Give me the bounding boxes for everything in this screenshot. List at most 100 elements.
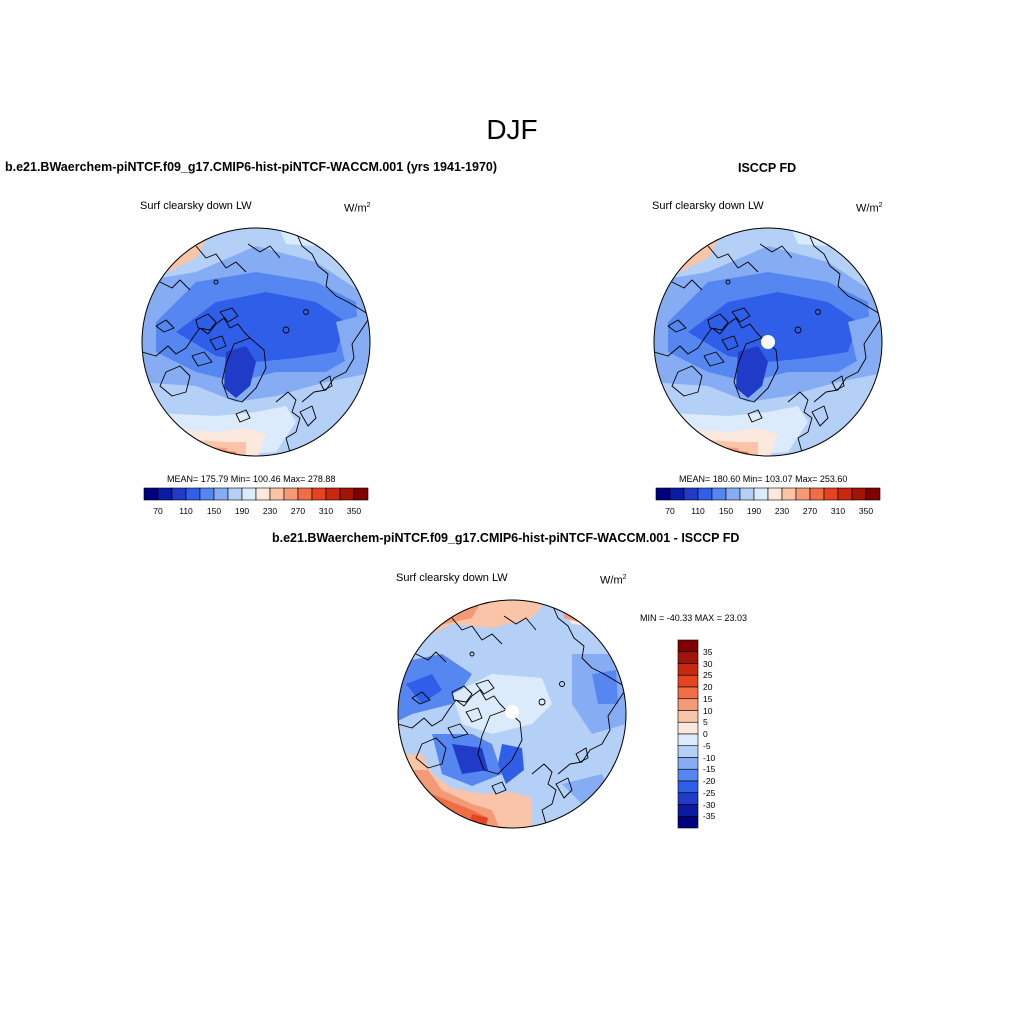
obs-stats: MEAN= 180.60 Min= 103.07 Max= 253.60 xyxy=(679,474,848,484)
model-colorbar-swatch xyxy=(269,487,285,501)
figure-title: DJF xyxy=(486,114,538,145)
obs-colorbar-tick-label: 310 xyxy=(830,506,846,516)
model-colorbar-swatch xyxy=(143,487,159,501)
diff-colorbar-tick-label: -35 xyxy=(703,811,716,822)
obs-colorbar-swatch xyxy=(725,487,741,501)
obs-colorbar-swatch xyxy=(739,487,755,501)
model-colorbar-swatch xyxy=(325,487,341,501)
obs-colorbar-tick-label: 350 xyxy=(858,506,874,516)
obs-colorbar-swatch xyxy=(781,487,797,501)
model-colorbar-swatch xyxy=(157,487,173,501)
obs-colorbar-tick-label: 110 xyxy=(691,506,705,516)
model-colorbar-tick-label: 150 xyxy=(206,506,222,516)
diff-colorbar-swatch xyxy=(677,639,699,653)
diff-colorbar-swatch xyxy=(677,663,699,676)
diff-colorbar-swatch xyxy=(677,745,699,758)
diff-colorbar-swatch xyxy=(677,768,699,782)
model-colorbar-tick-label: 310 xyxy=(318,506,334,516)
diff-panel-title: b.e21.BWaerchem-piNTCF.f09_g17.CMIP6-his… xyxy=(272,531,740,545)
missing-data-pole-marker xyxy=(761,335,775,349)
obs-colorbar-swatch xyxy=(823,487,839,501)
model-colorbar-tick-label: 270 xyxy=(290,506,306,516)
diff-colorbar-tick-label: -15 xyxy=(703,764,716,775)
obs-panel-title: ISCCP FD xyxy=(738,161,797,175)
model-colorbar-swatch xyxy=(283,487,299,501)
model-colorbar-swatch xyxy=(227,487,243,501)
diff-colorbar-tick-label: 20 xyxy=(703,682,713,692)
model-colorbar-swatch xyxy=(171,487,187,501)
model-colorbar-swatch xyxy=(353,487,369,501)
diff-colorbar-tick-label: 10 xyxy=(703,705,713,716)
model-stats: MEAN= 175.79 Min= 100.46 Max= 278.88 xyxy=(167,474,336,484)
obs-colorbar-tick-label: 230 xyxy=(774,506,790,516)
diff-colorbar-tick-label: -5 xyxy=(703,740,711,751)
model-colorbar-swatch xyxy=(185,487,201,501)
model-colorbar xyxy=(143,487,369,501)
model-polar-map xyxy=(141,227,371,457)
diff-polar-map xyxy=(397,599,627,829)
model-colorbar-swatch xyxy=(339,487,355,501)
obs-units-label: W/m2 xyxy=(856,202,883,215)
diff-colorbar-tick-label: 35 xyxy=(703,646,713,657)
diff-units-label: W/m2 xyxy=(600,574,627,587)
diff-stats: MIN = -40.33 MAX = 23.03 xyxy=(640,613,748,623)
model-colorbar-swatch xyxy=(199,487,215,501)
model-colorbar-tick-label: 70 xyxy=(153,506,163,516)
obs-colorbar xyxy=(655,487,881,501)
model-colorbar-tick-label: 110 xyxy=(179,506,193,516)
obs-polar-map xyxy=(653,227,883,457)
diff-missing-data-pole-marker xyxy=(505,705,519,719)
obs-colorbar-swatch xyxy=(669,487,685,501)
diff-colorbar-swatch xyxy=(677,733,699,747)
obs-colorbar-swatch xyxy=(809,487,825,501)
model-units-label: W/m2 xyxy=(344,202,371,215)
diff-colorbar-swatch xyxy=(677,651,699,664)
diff-colorbar-swatch xyxy=(677,780,699,794)
model-colorbar-swatch xyxy=(241,487,257,501)
model-colorbar-tick-label: 230 xyxy=(262,506,278,516)
diff-variable-label: Surf clearsky down LW xyxy=(396,572,508,584)
model-colorbar-swatch xyxy=(311,487,327,501)
obs-colorbar-swatch xyxy=(837,487,853,501)
obs-colorbar-tick-label: 270 xyxy=(802,506,818,516)
diff-colorbar-swatch xyxy=(677,757,699,770)
diff-colorbar-tick-label: -30 xyxy=(703,799,716,810)
obs-colorbar-tick-label: 190 xyxy=(746,506,762,516)
diff-colorbar-swatch xyxy=(677,710,699,723)
model-colorbar-swatch xyxy=(297,487,313,501)
model-colorbar-swatch xyxy=(213,487,229,501)
diff-colorbar-tick-label: 25 xyxy=(703,670,713,681)
model-variable-label: Surf clearsky down LW xyxy=(140,200,252,212)
diff-colorbar-tick-label: -10 xyxy=(703,752,716,763)
obs-colorbar-swatch xyxy=(697,487,713,501)
model-colorbar-swatch xyxy=(255,487,271,501)
diff-colorbar-tick-label: 15 xyxy=(703,693,713,704)
diff-colorbar-tick-label: 0 xyxy=(703,729,708,739)
diff-colorbar-tick-label: 5 xyxy=(703,717,708,728)
model-colorbar-tick-label: 350 xyxy=(346,506,362,516)
diff-colorbar-tick-label: 30 xyxy=(703,658,713,669)
diff-colorbar-tick-label: -20 xyxy=(703,776,716,786)
obs-colorbar-swatch xyxy=(711,487,727,501)
obs-colorbar-tick-label: 70 xyxy=(665,506,675,516)
obs-colorbar-swatch xyxy=(753,487,769,501)
obs-colorbar-swatch xyxy=(851,487,867,501)
diff-colorbar-tick-label: -25 xyxy=(703,787,716,798)
model-panel-title: b.e21.BWaerchem-piNTCF.f09_g17.CMIP6-his… xyxy=(5,160,498,174)
obs-colorbar-swatch xyxy=(795,487,811,501)
model-colorbar-tick-label: 190 xyxy=(234,506,250,516)
diff-colorbar-swatch xyxy=(677,721,699,735)
obs-variable-label: Surf clearsky down LW xyxy=(652,200,764,212)
diff-colorbar-swatch xyxy=(677,686,699,700)
obs-colorbar-swatch xyxy=(683,487,699,501)
diff-colorbar-swatch xyxy=(677,804,699,817)
obs-colorbar-swatch xyxy=(655,487,671,501)
diff-colorbar-swatch xyxy=(677,674,699,688)
obs-colorbar-swatch xyxy=(865,487,881,501)
diff-colorbar-swatch xyxy=(677,792,699,805)
obs-colorbar-tick-label: 150 xyxy=(718,506,734,516)
diff-colorbar-swatch xyxy=(677,815,699,829)
diff-colorbar-swatch xyxy=(677,698,699,711)
obs-colorbar-swatch xyxy=(767,487,783,501)
